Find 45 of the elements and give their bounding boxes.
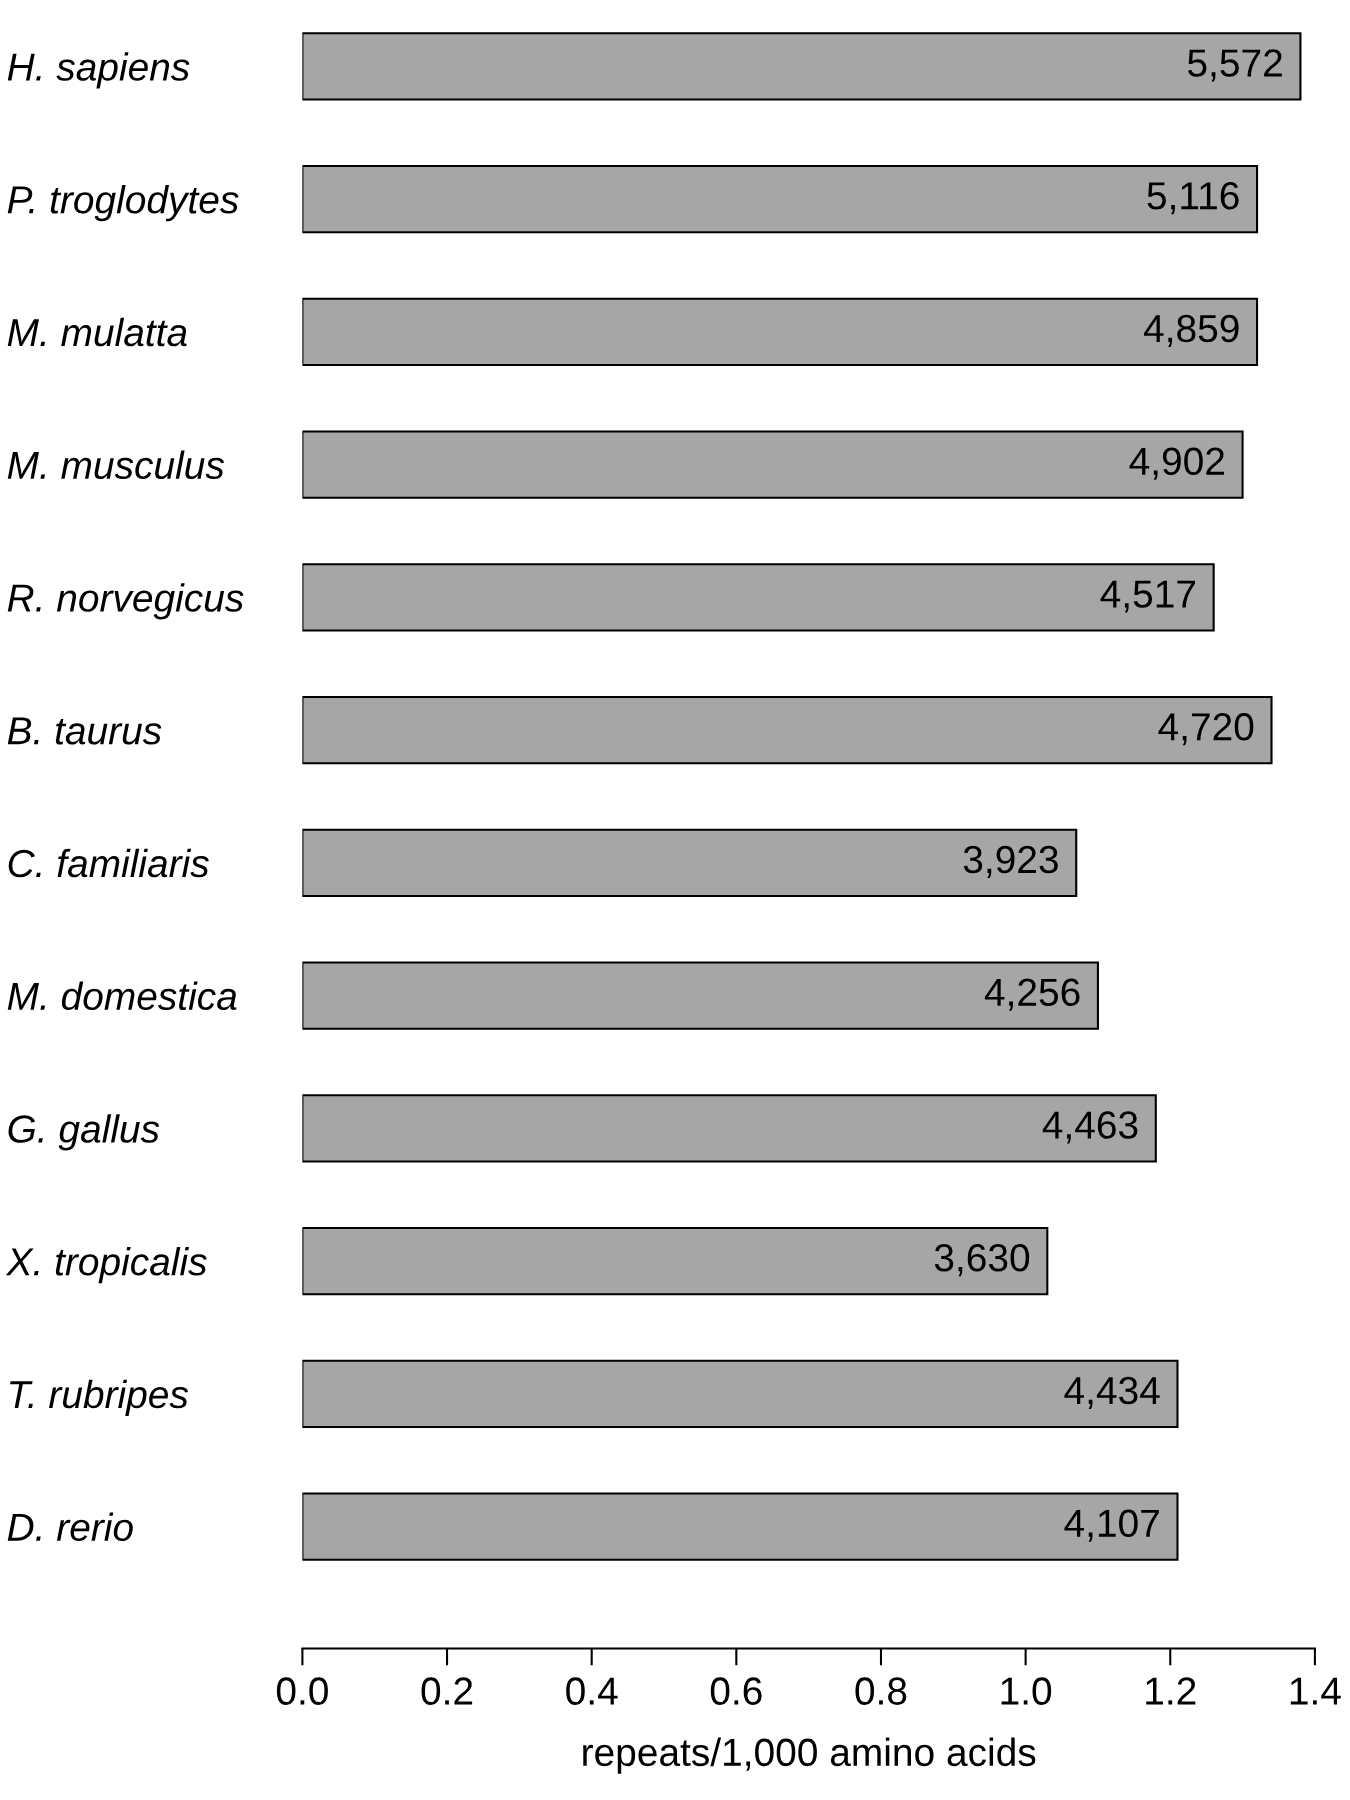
bar — [302, 1226, 1049, 1296]
y-tick-label: C. familiaris — [8, 848, 209, 878]
bar — [302, 430, 1244, 499]
x-tick-label: 0.0 — [276, 1677, 328, 1705]
y-tick-label: D. rerio — [7, 1512, 133, 1542]
annotation: 4,256 — [984, 978, 1080, 1011]
annotation: 4,434 — [1064, 1376, 1160, 1409]
annotation: 3,923 — [963, 845, 1058, 878]
bar — [302, 164, 1259, 234]
x-tick-label: 1.0 — [1001, 1677, 1052, 1705]
annotation: 4,720 — [1158, 713, 1254, 746]
annotation: 4,517 — [1100, 580, 1196, 613]
bar — [302, 563, 1215, 632]
annotation: 4,902 — [1129, 447, 1224, 480]
y-tick-label: T. rubripes — [10, 1379, 189, 1417]
bar — [302, 1359, 1179, 1429]
y-tick-label: M. domestica — [7, 981, 237, 1011]
annotation: 4,463 — [1042, 1111, 1138, 1144]
bar — [302, 961, 1099, 1030]
bar — [302, 32, 1302, 101]
x-tick-label: 1.4 — [1290, 1677, 1341, 1705]
bar — [302, 695, 1273, 765]
y-tick-label: M. mulatta — [7, 317, 187, 347]
annotation: 3,630 — [934, 1244, 1030, 1277]
annotation: 4,107 — [1064, 1509, 1159, 1542]
y-tick-label: B. taurus — [7, 717, 162, 745]
y-tick-label: X. tropicalis — [5, 1247, 207, 1284]
x-tick-label: 0.8 — [855, 1677, 907, 1705]
annotation: 5,116 — [1147, 182, 1239, 215]
x-tick-label: 1.2 — [1146, 1677, 1196, 1705]
bar — [302, 1492, 1179, 1561]
x-tick-label: 0.2 — [421, 1677, 473, 1705]
annotation: 5,572 — [1188, 49, 1282, 82]
x-tick-label: 0.6 — [710, 1677, 762, 1705]
y-tick-label: R. norvegicus — [7, 583, 244, 620]
x-axis-title: repeats/1,000 amino acids — [583, 1737, 1036, 1774]
x-tick-label: 0.4 — [566, 1677, 618, 1705]
y-tick-label: G. gallus — [8, 1114, 160, 1151]
y-tick-label: M. musculus — [7, 450, 225, 480]
annotation: 4,859 — [1143, 314, 1239, 347]
y-tick-label: P. troglodytes — [7, 185, 239, 222]
bar — [302, 828, 1078, 898]
bar — [302, 1094, 1157, 1163]
y-tick-label: H. sapiens — [7, 52, 190, 89]
bar — [302, 297, 1259, 367]
